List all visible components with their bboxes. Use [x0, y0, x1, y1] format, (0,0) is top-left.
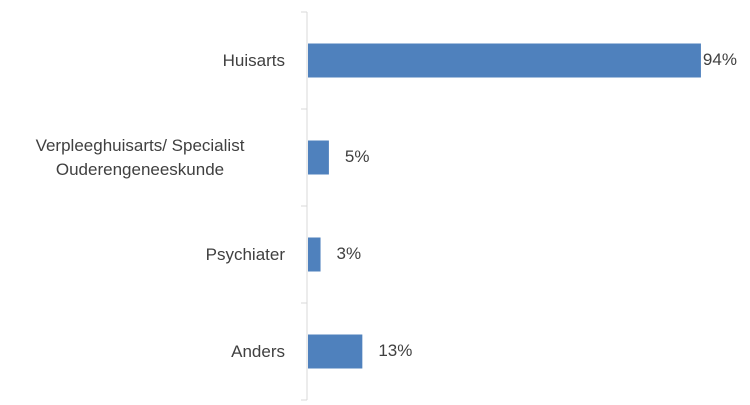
value-label: 3%: [337, 244, 362, 263]
bar: [308, 140, 329, 175]
category-text: Anders: [231, 341, 285, 361]
bar: [308, 43, 701, 78]
category-text: Huisarts: [222, 50, 285, 70]
bar: [308, 237, 321, 272]
category-text: Psychiater: [205, 244, 285, 264]
category-label: Huisarts: [0, 49, 285, 73]
bar: [308, 334, 363, 369]
category-label: Verpleeghuisarts/ Specialist Ouderengene…: [0, 134, 285, 182]
value-label: 13%: [378, 341, 412, 360]
value-label: 94%: [703, 50, 737, 69]
value-label: 5%: [345, 147, 370, 166]
category-label: Psychiater: [0, 243, 285, 267]
category-text: Verpleeghuisarts/ Specialist Ouderengene…: [35, 135, 245, 179]
category-label: Anders: [0, 340, 285, 364]
